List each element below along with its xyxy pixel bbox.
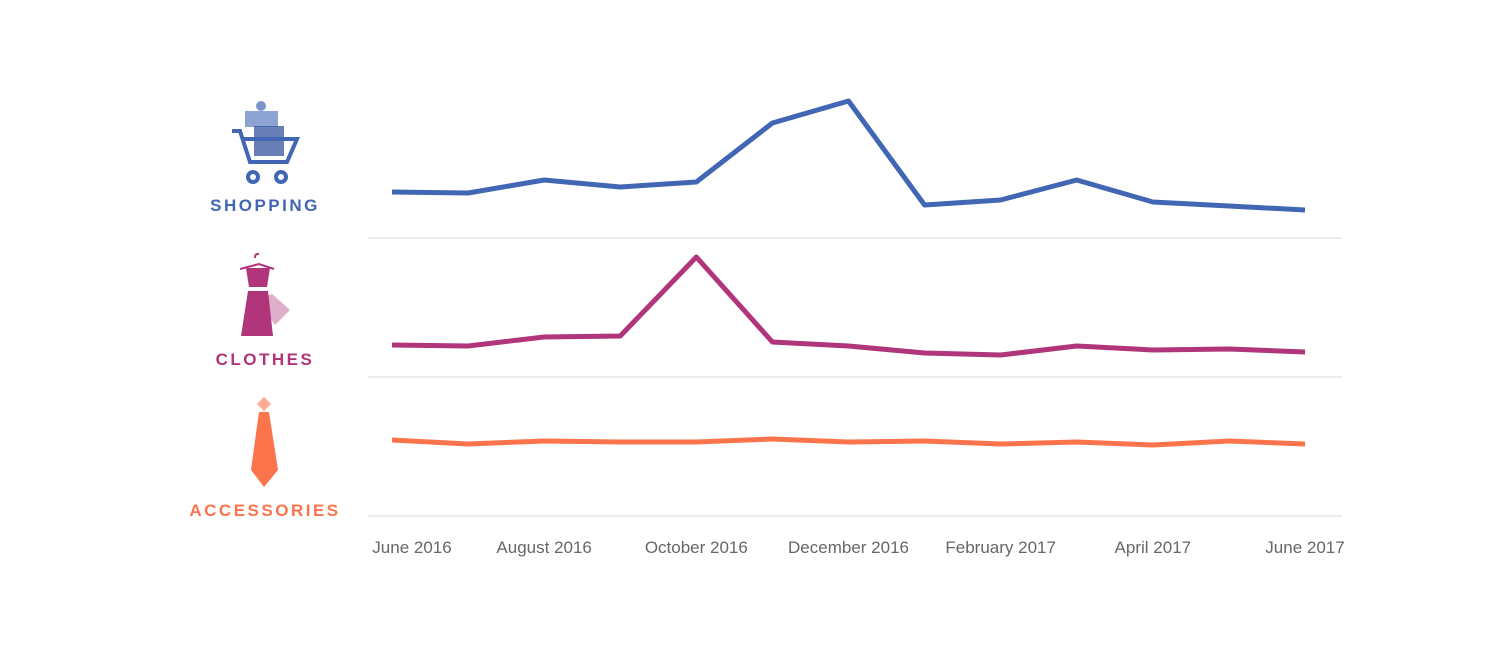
x-tick-label: December 2016	[788, 538, 909, 557]
tie-icon	[251, 396, 278, 487]
series-line-shopping	[391, 98, 1306, 213]
x-tick-label: October 2016	[645, 538, 748, 557]
x-tick-label: February 2017	[945, 538, 1056, 557]
shopping-cart-icon	[232, 101, 301, 184]
dress-icon	[239, 252, 290, 336]
category-label-accessories: ACCESSORIES	[189, 501, 341, 520]
category-label-clothes: CLOTHES	[215, 350, 315, 369]
series-line-accessories	[391, 436, 1306, 448]
category-label-shopping: SHOPPING	[210, 196, 320, 215]
x-tick-label: April 2017	[1115, 538, 1192, 557]
series-line-clothes	[391, 254, 1306, 358]
x-tick-label: June 2016	[372, 538, 451, 557]
x-tick-label: August 2016	[496, 538, 591, 557]
x-tick-label: June 2017	[1265, 538, 1344, 557]
